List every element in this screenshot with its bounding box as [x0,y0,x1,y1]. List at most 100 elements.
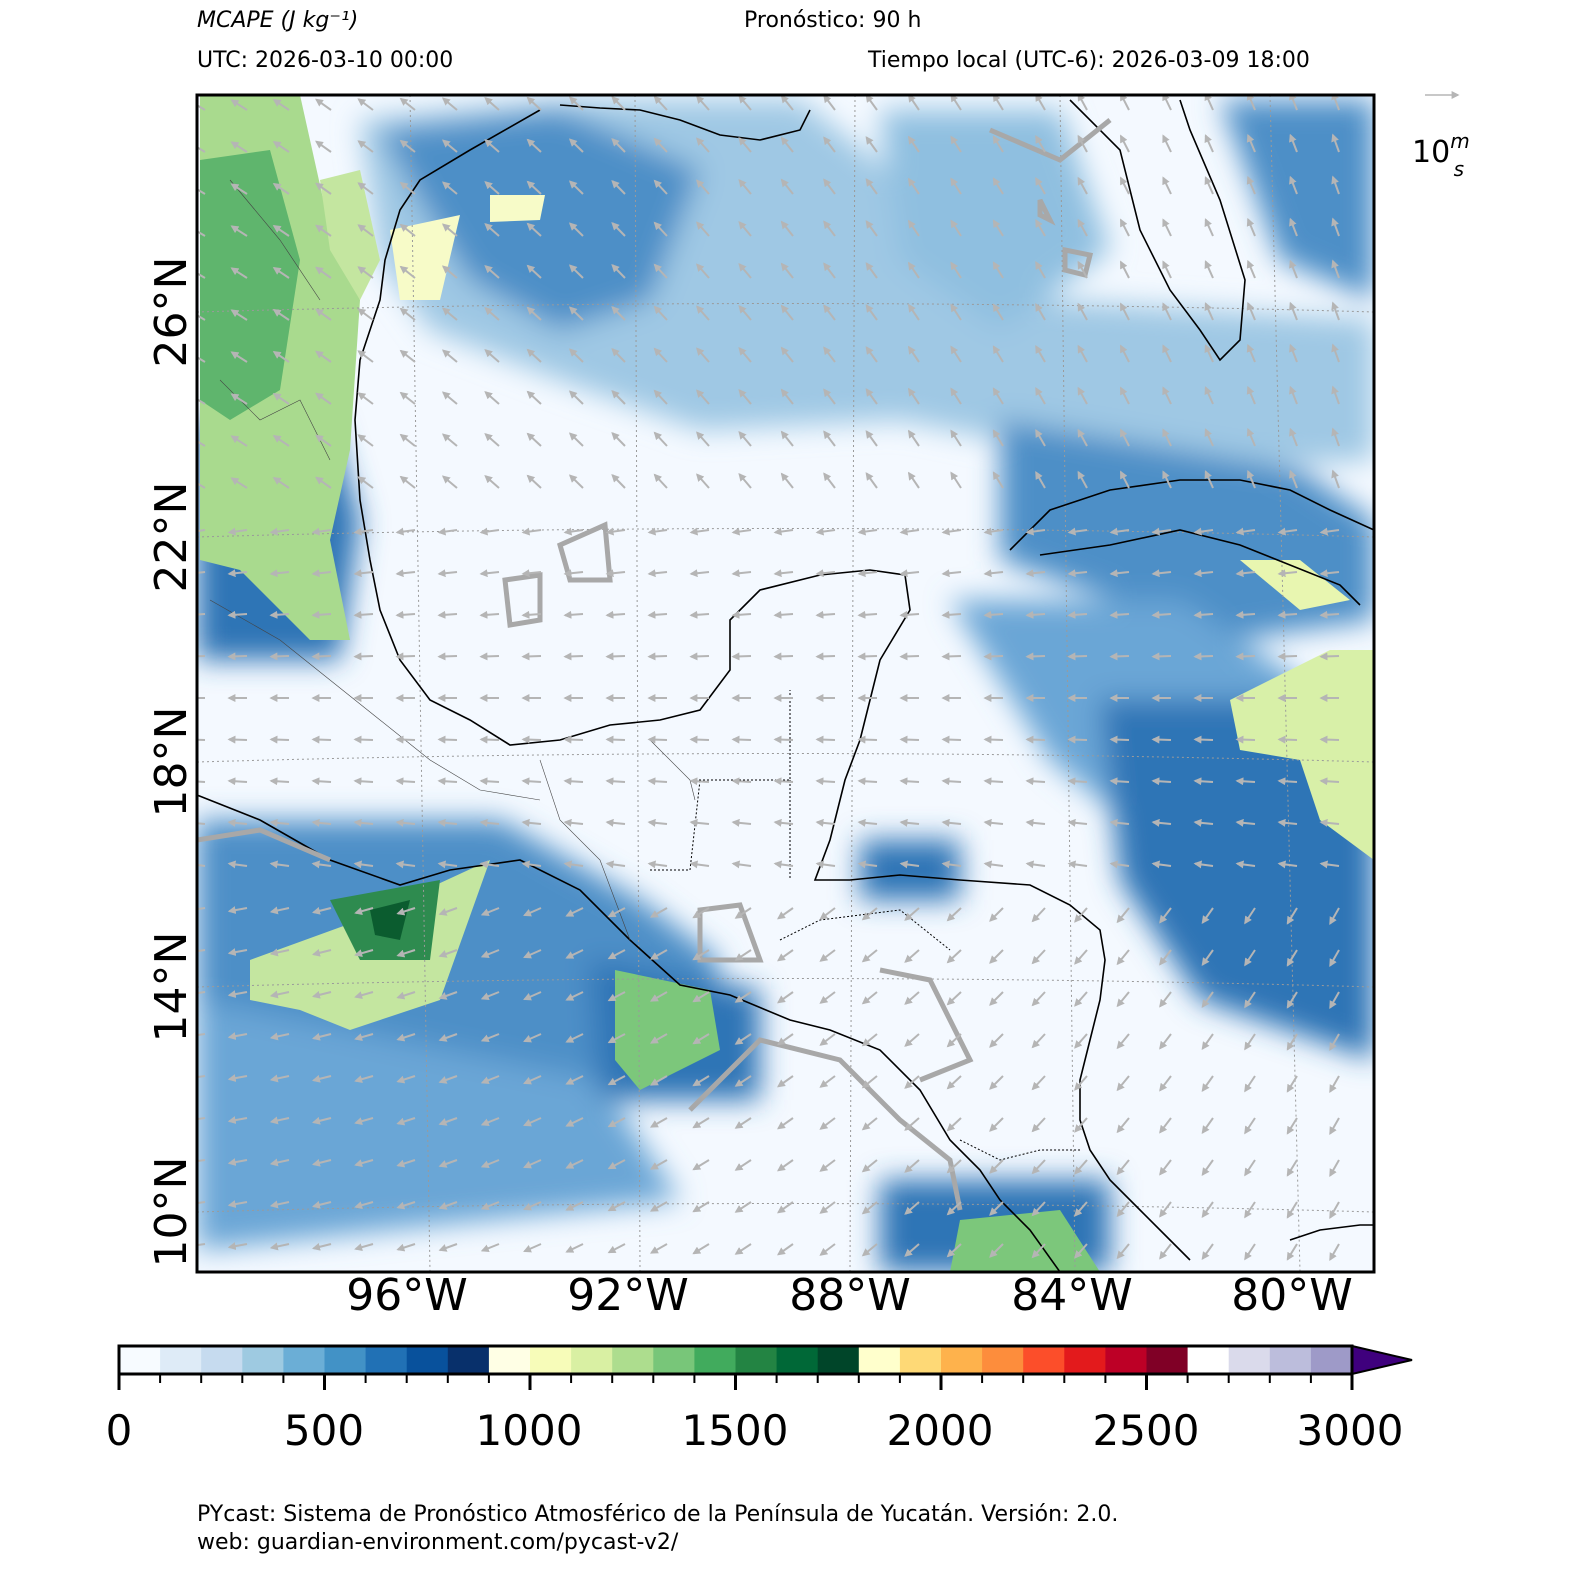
wind-arrow [734,907,752,919]
wind-arrow [269,735,290,744]
wind-arrow [568,264,584,279]
wind-arrow [563,777,584,786]
wind-arrow [605,652,626,661]
wind-arrow [1244,1117,1256,1135]
wind-arrow [1319,860,1340,869]
wind-arrow [692,1159,710,1171]
wind-arrow [1119,470,1130,489]
wind-arrow [353,610,374,619]
wind-arrow [227,1200,248,1209]
wind-arrow [523,1033,542,1043]
wind-arrow [197,1243,206,1247]
wind-arrow [563,652,584,661]
wind-arrow [353,652,374,661]
wind-arrow [823,304,836,321]
wind-arrow [568,432,584,447]
wind-arrow [227,1032,248,1041]
wind-arrow [311,1032,332,1041]
wind-arrow [1331,301,1340,321]
wind-arrow [480,1033,500,1043]
wind-arrow [399,349,416,363]
wind-arrow [1151,652,1172,661]
wind-arrow [861,907,878,921]
wind-arrow [269,948,290,957]
wind-arrow [1235,735,1256,744]
wind-arrow [941,777,962,786]
wind-arrow [1031,1243,1046,1259]
wind-arrow [1329,949,1340,968]
map-frame [195,93,1376,1274]
wind-arrow [731,777,752,786]
wind-arrow [1067,652,1088,661]
wind-arrow [1244,907,1256,925]
wind-arrow [1329,1033,1340,1052]
wind-arrow [568,474,584,489]
wind-arrow [819,991,836,1004]
colorbar-segment [694,1346,736,1374]
wind-arrow [1244,1033,1256,1051]
wind-arrow [823,220,836,237]
wind-arrow [941,860,962,869]
wind-arrow [568,138,584,153]
wind-arrow [399,307,416,321]
wind-arrow [311,1200,332,1209]
wind-arrow [395,610,416,619]
wind-arrow [354,991,374,1000]
wind-arrow [399,391,416,405]
wind-arrow [780,388,794,405]
wind-arrow [1067,818,1088,827]
wind-arrow [857,735,878,744]
wind-arrow [395,735,416,744]
wind-arrow [437,652,458,661]
wind-arrow [438,1117,458,1126]
wind-arrow [269,1200,290,1209]
wind-arrow [861,1201,878,1215]
wind-arrow [647,777,668,786]
wind-arrow [526,390,542,405]
wind-arrow [1286,1117,1298,1135]
wind-arrow [1235,527,1256,536]
wind-arrow [1159,1075,1172,1092]
wind-arrow [1201,949,1214,966]
wind-arrow [1246,175,1256,195]
wind-arrow [1193,610,1214,619]
wind-arrow [1035,345,1046,363]
wind-arrow [1109,777,1130,786]
wind-arrow [1277,860,1298,869]
colorbar-segment [899,1346,942,1374]
wind-arrow [692,1117,710,1129]
wind-arrow [526,432,542,447]
colorbar-segment [817,1346,860,1374]
footer-credit: PYcast: Sistema de Pronóstico Atmosféric… [197,1502,1119,1527]
wind-arrow [780,95,794,111]
wind-arrow [357,140,374,153]
wind-arrow [861,1033,878,1047]
wind-arrow [1119,302,1130,321]
wind-arrow [1244,1075,1256,1093]
borders [650,690,1080,1161]
wind-arrow [819,1159,836,1172]
wind-arrow [731,569,752,578]
wind-arrow [1193,735,1214,744]
variable-title: MCAPE (J kg⁻¹) [197,8,359,33]
wind-arrow [1244,1159,1256,1177]
wind-arrow [197,529,206,533]
wind-arrow [647,818,668,827]
wind-arrow [773,527,794,536]
wind-arrow [1162,134,1172,153]
wind-arrow [1116,1075,1130,1092]
wind-arrow [357,266,374,279]
wind-arrow [523,949,542,959]
colorbar-ticks [117,1374,1354,1390]
wind-arrow [1204,134,1214,153]
wind-arrow [992,135,1004,153]
wind-arrow [647,610,668,619]
wind-arrow [484,139,500,153]
wind-arrow [1077,218,1088,237]
wind-arrow [1201,1201,1214,1218]
wind-arrow [941,735,962,744]
wind-arrow [941,818,962,827]
wind-arrow [1035,471,1046,489]
wind-arrow [907,177,920,195]
wind-arrow [607,1159,626,1170]
